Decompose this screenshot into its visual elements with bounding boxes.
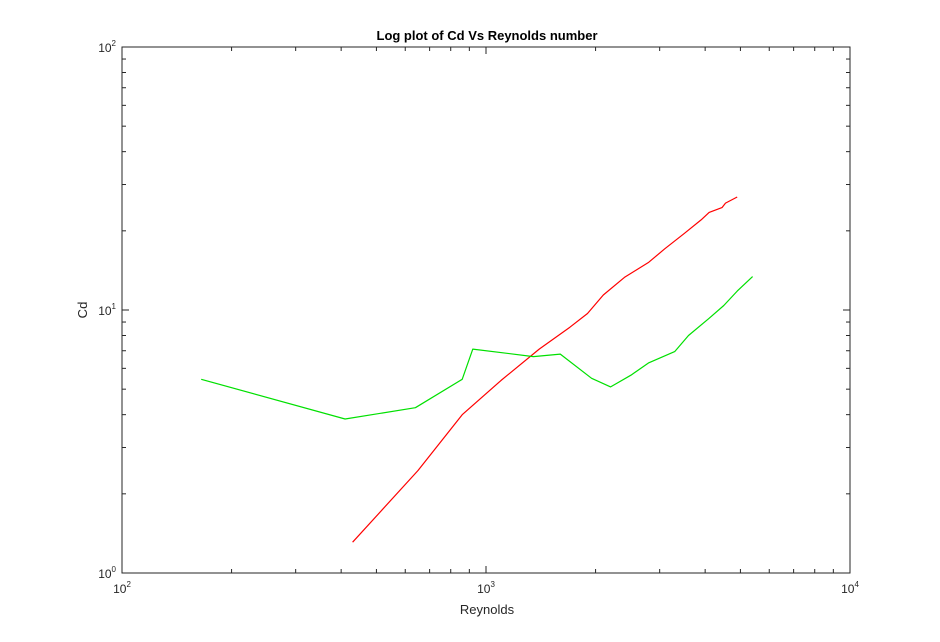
axes-box	[121, 46, 851, 574]
chart-title: Log plot of Cd Vs Reynolds number	[377, 28, 598, 43]
series-layer	[201, 196, 754, 543]
x-tick-label: 104	[841, 580, 859, 596]
x-tick-label-base: 10	[113, 582, 127, 596]
y-tick-label: 100	[98, 565, 116, 581]
y-tick-label-base: 10	[98, 304, 112, 318]
y-axis-label: Cd	[75, 302, 90, 319]
x-tick-label-exponent: 4	[854, 580, 859, 589]
y-tick-label-base: 10	[98, 567, 112, 581]
minor-ticks	[122, 47, 850, 573]
x-tick-label-exponent: 3	[490, 580, 495, 589]
x-tick-label: 102	[113, 580, 131, 596]
y-tick-label-base: 10	[98, 41, 112, 55]
axes-background	[122, 47, 850, 573]
x-tick-label-base: 10	[841, 582, 855, 596]
y-tick-label: 101	[98, 302, 116, 318]
plot-area	[122, 47, 850, 573]
series-line-1	[352, 196, 738, 543]
y-tick-label: 102	[98, 39, 116, 55]
y-tick-label-exponent: 2	[112, 39, 117, 48]
x-tick-label: 103	[477, 580, 495, 596]
x-tick-label-exponent: 2	[126, 580, 131, 589]
y-tick-label-exponent: 0	[112, 565, 117, 574]
y-tick-label-exponent: 1	[112, 302, 117, 311]
x-axis-label: Reynolds	[460, 602, 515, 617]
series-line-2	[201, 276, 754, 420]
x-tick-label-base: 10	[477, 582, 491, 596]
